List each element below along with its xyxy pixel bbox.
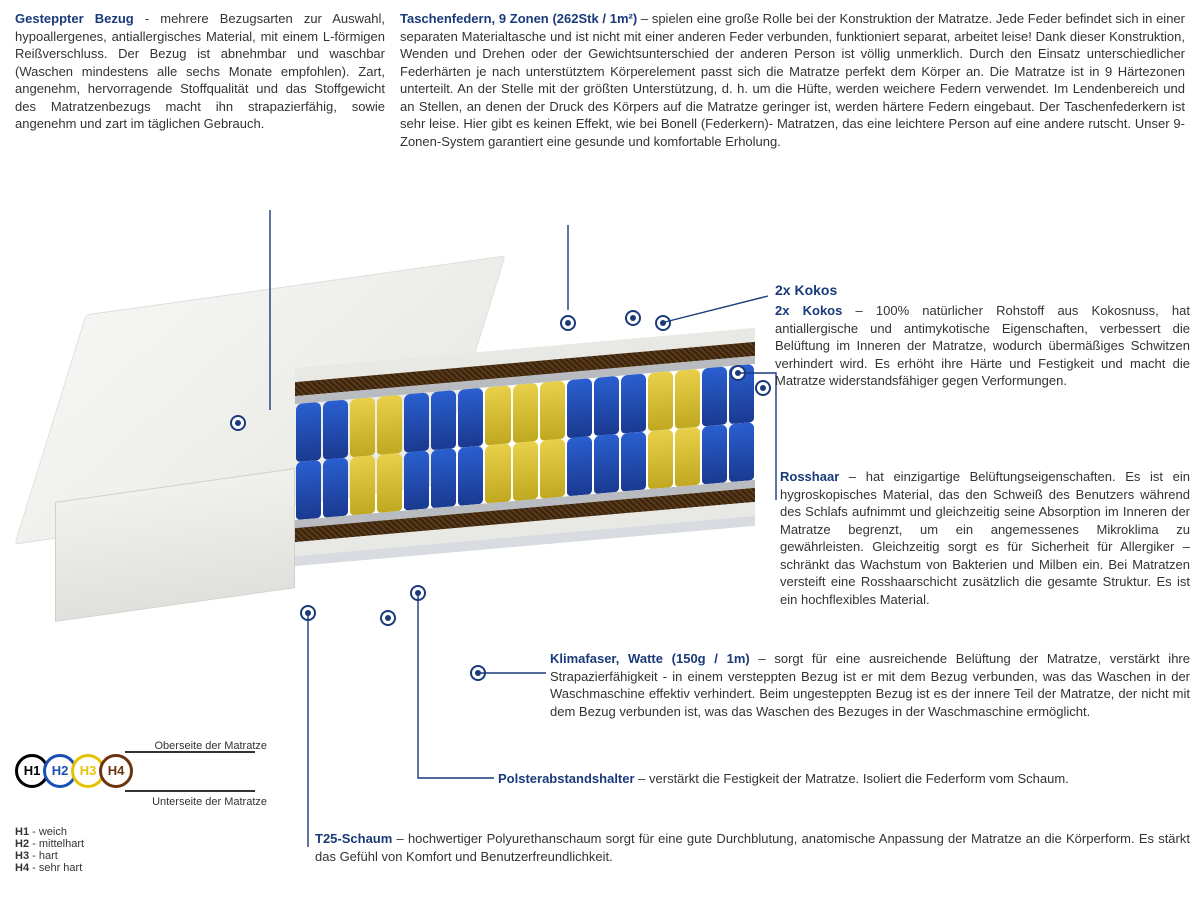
hardness-list: H1 - weichH2 - mittelhartH3 - hartH4 - s… — [15, 826, 275, 874]
bezug-body: mehrere Bezugsarten zur Auswahl, hypoall… — [15, 11, 385, 131]
marker-rosshaar-2 — [755, 380, 771, 396]
marker-bezug — [230, 415, 246, 431]
marker-schaum — [300, 605, 316, 621]
hardness-circle-h4: H4 — [99, 754, 133, 788]
federn-body: spielen eine große Rolle bei der Konstru… — [400, 11, 1185, 149]
hardness-item-h1: H1 - weich — [15, 826, 275, 838]
marker-polster — [410, 585, 426, 601]
section-schaum: T25-Schaum – hochwertiger Polyurethansch… — [315, 830, 1190, 865]
section-klima: Klimafaser, Watte (150g / 1m) – sorgt fü… — [550, 650, 1190, 720]
kokos-heading: 2x Kokos — [775, 282, 837, 298]
marker-klima-2 — [470, 665, 486, 681]
marker-federn — [560, 315, 576, 331]
section-rosshaar: Rosshaar – hat einzigartige Belüftungsei… — [780, 468, 1190, 608]
section-federn: Taschenfedern, 9 Zonen (262Stk / 1m²) – … — [400, 10, 1185, 150]
mattress-cutaway — [295, 328, 755, 628]
federn-title: Taschenfedern, 9 Zonen (262Stk / 1m²) — [400, 11, 637, 26]
hardness-item-h4: H4 - sehr hart — [15, 862, 275, 874]
marker-klima — [380, 610, 396, 626]
bezug-title: Gesteppter Bezug — [15, 11, 134, 26]
marker-rosshaar-1 — [730, 365, 746, 381]
section-bezug: Gesteppter Bezug - mehrere Bezugsarten z… — [15, 10, 385, 133]
section-polster: Polsterabstandshalter – verstärkt die Fe… — [498, 770, 1190, 788]
hardness-item-h3: H3 - hart — [15, 850, 275, 862]
hardness-legend: Oberseite der Matratze H1H2H3H4 Untersei… — [15, 740, 275, 874]
marker-kokos-1 — [625, 310, 641, 326]
section-kokos: 2x Kokos – 100% natürlicher Rohstoff aus… — [775, 302, 1190, 390]
marker-kokos-2 — [655, 315, 671, 331]
hardness-bottom-label: Unterseite der Matratze — [15, 796, 275, 808]
hardness-item-h2: H2 - mittelhart — [15, 838, 275, 850]
hardness-circles: H1H2H3H4 — [15, 754, 275, 788]
